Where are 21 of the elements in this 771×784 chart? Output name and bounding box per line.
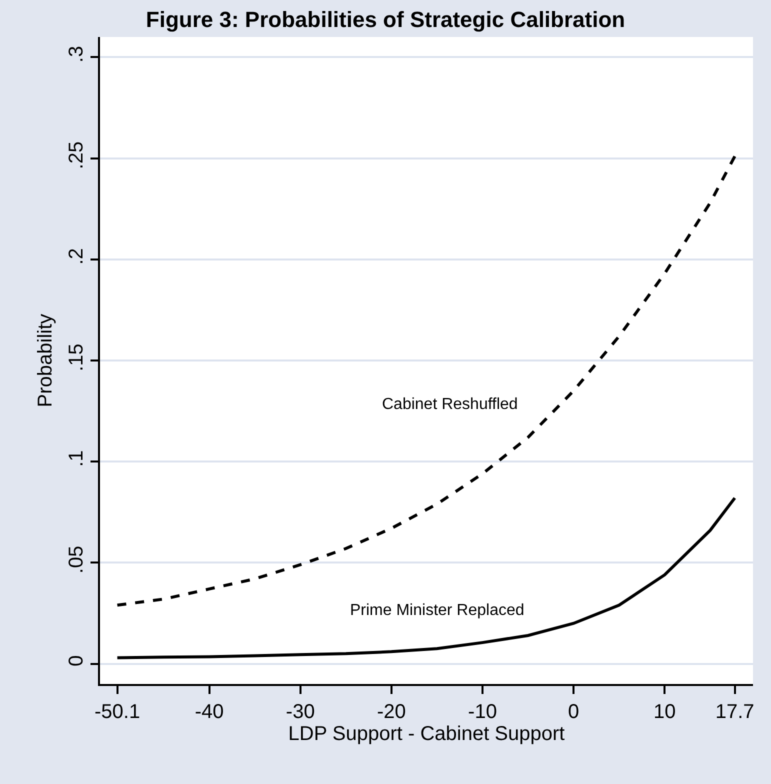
- x-tick-label: 10: [654, 700, 676, 723]
- y-tick-label: .15: [65, 344, 88, 372]
- series-label: Prime Minister Replaced: [350, 602, 524, 619]
- y-tick-label: .1: [65, 450, 88, 467]
- y-tick-label: .3: [65, 46, 88, 63]
- line-series: [116, 496, 736, 660]
- y-tick-label: .2: [65, 248, 88, 265]
- chart-title: Figure 3: Probabilities of Strategic Calibration: [146, 7, 626, 32]
- x-tick-label: 17.7: [715, 700, 754, 723]
- x-tick-label: 0: [568, 700, 580, 723]
- x-axis-title: LDP Support - Cabinet Support: [288, 722, 566, 745]
- y-tick-label: 0: [65, 655, 88, 666]
- y-tick-label: .05: [65, 546, 88, 574]
- x-tick-label: -40: [194, 700, 224, 723]
- x-tick-label: -10: [468, 700, 497, 723]
- x-tick-label: -50.1: [94, 700, 140, 723]
- x-tick-label: -30: [286, 700, 315, 723]
- y-axis-title: Probability: [34, 314, 56, 408]
- x-tick-label: -20: [376, 700, 406, 723]
- y-tick-label: .25: [65, 141, 88, 170]
- series-label: Cabinet Reshuffled: [382, 396, 518, 413]
